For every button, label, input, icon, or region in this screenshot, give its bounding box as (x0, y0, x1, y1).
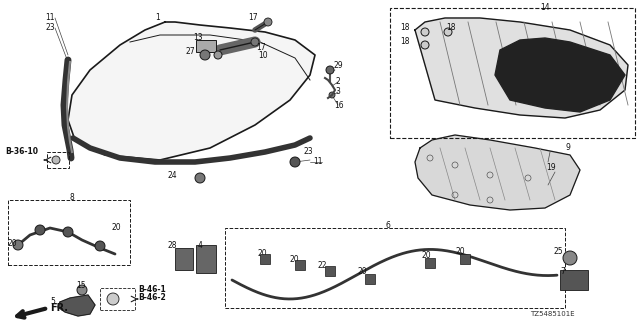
Text: 18: 18 (526, 74, 536, 83)
Circle shape (77, 285, 87, 295)
Circle shape (200, 50, 210, 60)
Bar (365, 274, 375, 284)
Bar (260, 254, 270, 264)
Text: TZ5485101E: TZ5485101E (530, 311, 575, 317)
Text: 16: 16 (334, 100, 344, 109)
Text: 24: 24 (168, 171, 178, 180)
Bar (425, 258, 435, 268)
Bar (196, 245, 216, 273)
Text: 25: 25 (553, 247, 563, 257)
Text: 18: 18 (568, 82, 577, 91)
Text: 13: 13 (193, 34, 203, 43)
Circle shape (63, 227, 73, 237)
Bar (560, 270, 588, 290)
Polygon shape (58, 295, 95, 316)
Circle shape (13, 240, 23, 250)
Circle shape (563, 251, 577, 265)
Text: 6: 6 (385, 220, 390, 229)
Text: 17: 17 (256, 44, 266, 52)
Circle shape (290, 157, 300, 167)
Text: 5: 5 (50, 298, 55, 307)
Text: 29: 29 (333, 61, 342, 70)
Text: 20: 20 (358, 268, 367, 276)
Bar (175, 248, 193, 270)
Polygon shape (415, 135, 580, 210)
Text: 18: 18 (548, 82, 557, 91)
Text: 20: 20 (422, 251, 431, 260)
Text: 3: 3 (335, 87, 340, 97)
Circle shape (35, 225, 45, 235)
Text: 17: 17 (248, 13, 258, 22)
Circle shape (107, 293, 119, 305)
Text: 2: 2 (335, 77, 340, 86)
Bar (295, 260, 305, 270)
Text: 18: 18 (400, 37, 410, 46)
Text: 1: 1 (155, 13, 160, 22)
Bar (225, 228, 565, 308)
Bar (47, 152, 69, 168)
Polygon shape (495, 38, 625, 112)
Circle shape (195, 173, 205, 183)
Circle shape (544, 86, 552, 94)
Polygon shape (415, 18, 628, 118)
Circle shape (329, 92, 335, 98)
Bar (325, 266, 335, 276)
Text: 8: 8 (70, 193, 75, 202)
Text: 7: 7 (560, 268, 565, 276)
Text: 9: 9 (565, 143, 570, 153)
Polygon shape (68, 22, 315, 160)
Text: 20: 20 (258, 249, 268, 258)
Circle shape (444, 28, 452, 36)
Text: 23: 23 (45, 23, 54, 33)
Text: 20: 20 (456, 247, 466, 257)
Circle shape (214, 51, 222, 59)
Text: 22: 22 (318, 260, 328, 269)
Text: 18: 18 (446, 23, 456, 33)
Bar (8, 200, 130, 265)
Text: 11: 11 (45, 13, 54, 22)
Text: 11: 11 (313, 157, 323, 166)
Text: B-46-2: B-46-2 (138, 293, 166, 302)
Text: 20: 20 (290, 255, 300, 265)
Text: FR.: FR. (50, 303, 68, 313)
Text: 15: 15 (76, 282, 86, 291)
Circle shape (564, 86, 572, 94)
Text: 10: 10 (258, 51, 268, 60)
Circle shape (95, 241, 105, 251)
Text: 14: 14 (540, 4, 550, 12)
Text: 28: 28 (168, 241, 177, 250)
Circle shape (326, 66, 334, 74)
Text: 21: 21 (565, 74, 575, 83)
Text: B-36-10: B-36-10 (5, 148, 38, 156)
Text: 23: 23 (303, 148, 312, 156)
Text: 18: 18 (400, 23, 410, 33)
Circle shape (52, 156, 60, 164)
Circle shape (421, 28, 429, 36)
Circle shape (421, 41, 429, 49)
Text: 19: 19 (546, 164, 556, 172)
Bar (196, 40, 216, 52)
Text: 20: 20 (8, 238, 18, 247)
Bar (100, 288, 135, 310)
Text: 20: 20 (112, 223, 122, 233)
Text: 4: 4 (198, 241, 203, 250)
Text: 27: 27 (186, 47, 196, 57)
Circle shape (264, 18, 272, 26)
Circle shape (526, 78, 534, 86)
Text: B-46-1: B-46-1 (138, 285, 166, 294)
Circle shape (251, 38, 259, 46)
Bar (390, 8, 635, 138)
Bar (460, 254, 470, 264)
